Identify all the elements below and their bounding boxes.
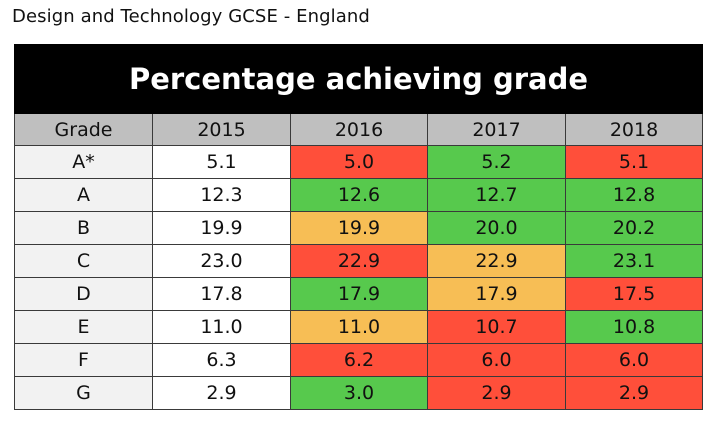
value-cell-2017: 5.2: [427, 145, 566, 179]
grade-label-cell: E: [14, 310, 153, 344]
column-header-2016: 2016: [290, 113, 428, 146]
grade-label-cell: A: [14, 178, 153, 212]
grade-label-cell: G: [14, 376, 153, 410]
table-title: Percentage achieving grade: [13, 44, 704, 114]
value-cell-2017: 22.9: [427, 244, 566, 278]
grade-label-cell: F: [14, 343, 153, 377]
table-row: C 23.0 22.9 22.9 23.1: [14, 244, 704, 278]
column-header-2018: 2018: [564, 113, 704, 146]
table-body: A* 5.1 5.0 5.2 5.1 A 12.3 12.6 12.7 12.8 B 19.9 19.9…: [14, 145, 704, 410]
grade-label-cell: B: [14, 211, 153, 245]
value-cell-2018: 5.1: [564, 145, 704, 179]
value-cell-2016: 3.0: [290, 376, 428, 410]
value-cell-2015: 23.0: [152, 244, 291, 278]
grade-label-cell: C: [14, 244, 153, 278]
value-cell-2018: 20.2: [564, 211, 704, 245]
value-cell-2015: 11.0: [152, 310, 291, 344]
table-row: E 11.0 11.0 10.7 10.8: [14, 310, 704, 344]
value-cell-2015: 12.3: [152, 178, 291, 212]
value-cell-2017: 12.7: [427, 178, 566, 212]
value-cell-2015: 2.9: [152, 376, 291, 410]
table-title-row: Percentage achieving grade: [13, 44, 704, 114]
column-header-2015: 2015: [152, 113, 291, 146]
table-row: B 19.9 19.9 20.0 20.2: [14, 211, 704, 245]
value-cell-2016: 17.9: [290, 277, 428, 311]
column-header-2017: 2017: [427, 113, 566, 146]
value-cell-2018: 23.1: [564, 244, 704, 278]
value-cell-2016: 11.0: [290, 310, 428, 344]
value-cell-2017: 17.9: [427, 277, 566, 311]
table-header-row: Grade 2015 2016 2017 2018: [14, 113, 704, 146]
value-cell-2018: 2.9: [564, 376, 704, 410]
value-cell-2018: 6.0: [564, 343, 704, 377]
value-cell-2018: 12.8: [564, 178, 704, 212]
table-row: D 17.8 17.9 17.9 17.5: [14, 277, 704, 311]
table-row: F 6.3 6.2 6.0 6.0: [14, 343, 704, 377]
table-row: G 2.9 3.0 2.9 2.9: [14, 376, 704, 410]
table-row: A 12.3 12.6 12.7 12.8: [14, 178, 704, 212]
value-cell-2015: 17.8: [152, 277, 291, 311]
value-cell-2016: 12.6: [290, 178, 428, 212]
value-cell-2016: 19.9: [290, 211, 428, 245]
value-cell-2017: 10.7: [427, 310, 566, 344]
page-caption: Design and Technology GCSE - England: [12, 6, 370, 27]
value-cell-2016: 5.0: [290, 145, 428, 179]
grade-label-cell: D: [14, 277, 153, 311]
value-cell-2016: 22.9: [290, 244, 428, 278]
value-cell-2017: 2.9: [427, 376, 566, 410]
grade-label-cell: A*: [14, 145, 153, 179]
grade-percentage-table: Percentage achieving grade Grade 2015 20…: [13, 44, 704, 410]
value-cell-2015: 5.1: [152, 145, 291, 179]
value-cell-2017: 6.0: [427, 343, 566, 377]
value-cell-2018: 10.8: [564, 310, 704, 344]
value-cell-2015: 19.9: [152, 211, 291, 245]
value-cell-2017: 20.0: [427, 211, 566, 245]
value-cell-2018: 17.5: [564, 277, 704, 311]
column-header-grade: Grade: [14, 113, 153, 146]
value-cell-2015: 6.3: [152, 343, 291, 377]
value-cell-2016: 6.2: [290, 343, 428, 377]
table-row: A* 5.1 5.0 5.2 5.1: [14, 145, 704, 179]
